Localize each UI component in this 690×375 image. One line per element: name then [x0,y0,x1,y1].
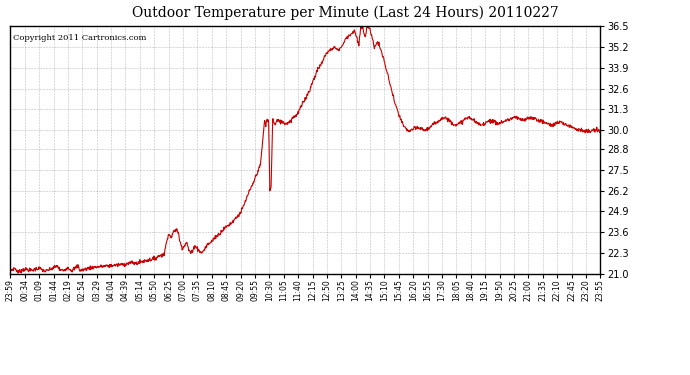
Text: Outdoor Temperature per Minute (Last 24 Hours) 20110227: Outdoor Temperature per Minute (Last 24 … [132,6,558,20]
Text: Copyright 2011 Cartronics.com: Copyright 2011 Cartronics.com [13,34,147,42]
